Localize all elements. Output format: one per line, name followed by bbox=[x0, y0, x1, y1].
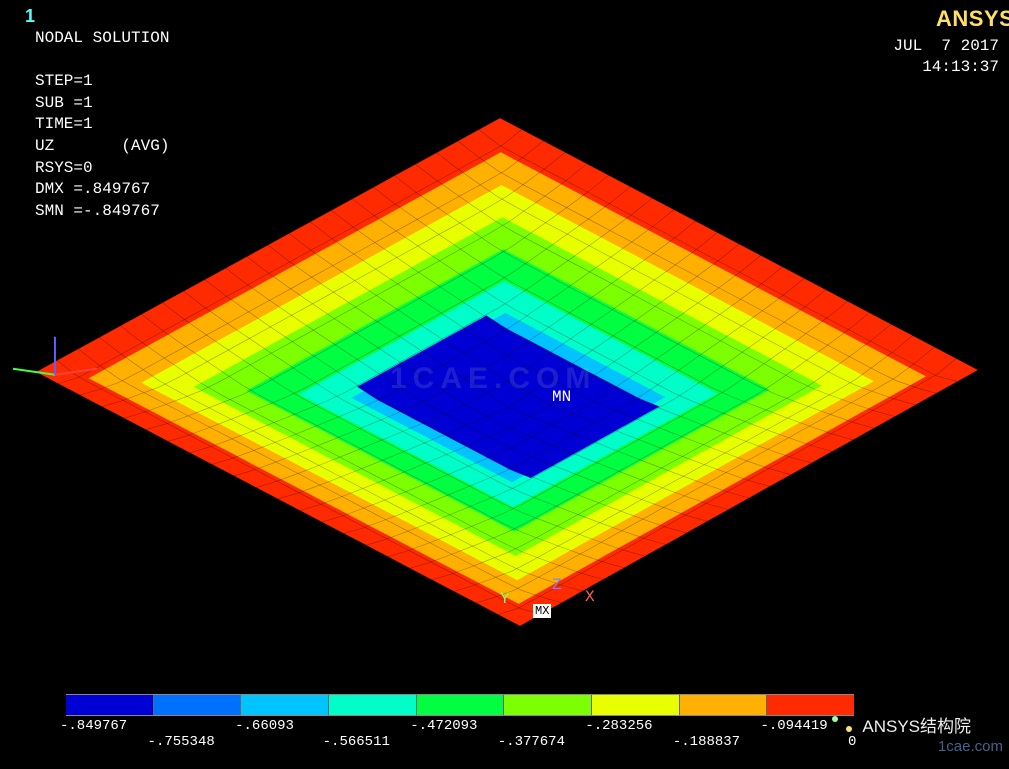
legend-tick: -.755348 bbox=[148, 734, 215, 750]
legend-tick: -.849767 bbox=[60, 718, 127, 734]
corner-watermark: 1cae.com bbox=[938, 738, 1003, 755]
legend-segment bbox=[154, 695, 242, 715]
legend-segment bbox=[329, 695, 417, 715]
solution-info-block: NODAL SOLUTION STEP=1 SUB =1 TIME=1 UZ (… bbox=[35, 28, 169, 222]
legend-bar bbox=[66, 694, 854, 716]
legend-tick: -.566511 bbox=[323, 734, 390, 750]
legend-tick: -.283256 bbox=[585, 718, 652, 734]
legend-segment bbox=[592, 695, 680, 715]
wechat-icon bbox=[832, 716, 854, 734]
legend-tick: -.377674 bbox=[498, 734, 565, 750]
ansys-graphics-window: 1 NODAL SOLUTION STEP=1 SUB =1 TIME=1 UZ… bbox=[0, 0, 1009, 764]
timestamp-block: JUL 7 2017 14:13:37 bbox=[893, 36, 999, 78]
max-location-label: MX bbox=[533, 604, 551, 618]
legend-tick: -.472093 bbox=[410, 718, 477, 734]
axis-z-label: Z bbox=[552, 576, 562, 594]
legend-segment bbox=[417, 695, 505, 715]
channel-brand: ANSYS结构院 bbox=[832, 712, 971, 737]
legend-segment bbox=[680, 695, 768, 715]
brand-text: ANSYS结构院 bbox=[862, 712, 971, 737]
legend-segment bbox=[241, 695, 329, 715]
color-legend: -.849767-.755348-.66093-.566511-.472093-… bbox=[66, 694, 854, 736]
legend-segment bbox=[66, 695, 154, 715]
min-location-label: MN bbox=[552, 388, 571, 406]
legend-ticks: -.849767-.755348-.66093-.566511-.472093-… bbox=[66, 716, 854, 736]
legend-tick: -.094419 bbox=[760, 718, 827, 734]
legend-tick: -.66093 bbox=[235, 718, 294, 734]
ansys-logo: ANSYS bbox=[936, 6, 1009, 32]
frame-number: 1 bbox=[25, 6, 35, 27]
legend-segment bbox=[504, 695, 592, 715]
axis-x-label: X bbox=[585, 588, 595, 606]
axis-y-label: Y bbox=[500, 590, 510, 608]
legend-tick: -.188837 bbox=[673, 734, 740, 750]
